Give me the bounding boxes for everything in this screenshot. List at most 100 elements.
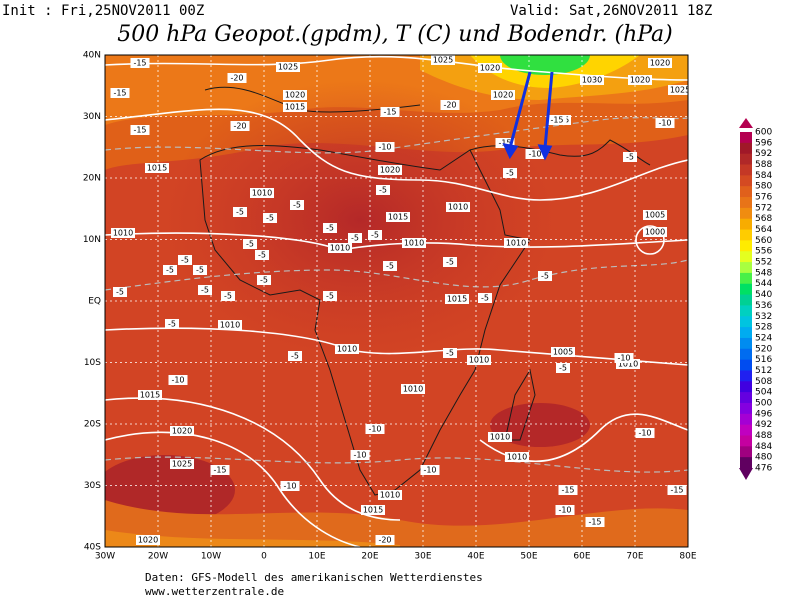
label-box	[170, 459, 194, 469]
arrow-shaft	[543, 71, 554, 149]
lon-label: 30W	[95, 552, 115, 562]
label-box	[488, 432, 512, 442]
isotherm-label: -10	[558, 506, 571, 515]
label-box	[643, 227, 667, 237]
lon-label: 20W	[148, 552, 168, 562]
isotherm-label: -5	[166, 266, 174, 275]
lat-label: 20S	[84, 420, 101, 430]
lat-label: 40S	[84, 543, 101, 553]
graticule	[105, 55, 688, 547]
isotherm-label: -15	[113, 89, 126, 98]
label-box	[383, 261, 397, 271]
isotherm-label: -5	[371, 231, 379, 240]
colorbar-segment	[740, 446, 752, 458]
isobar-label: 1005	[553, 348, 573, 357]
lat-label: EQ	[88, 297, 101, 307]
isotherm-label: -5	[386, 262, 394, 271]
label-box	[243, 239, 257, 249]
label-box	[288, 351, 302, 361]
colorbar-segment	[740, 424, 752, 436]
colorbar-segment	[740, 132, 752, 144]
label-box	[178, 255, 192, 265]
colorbar-label: 516	[755, 355, 772, 365]
lat-label: 30S	[84, 481, 101, 491]
label-box	[323, 291, 337, 301]
isotherm-label: -10	[368, 425, 381, 434]
arrow-head	[502, 143, 519, 160]
isotherm-label: -15	[670, 486, 683, 495]
lon-label: 10W	[201, 552, 221, 562]
label-box	[491, 90, 515, 100]
lat-label: 20N	[83, 174, 101, 184]
colorbar-label: 480	[755, 453, 772, 463]
lat-label: 10N	[83, 235, 101, 245]
isobar-label: 1025	[433, 56, 453, 65]
colorbar-label: 540	[755, 290, 772, 300]
label-box	[585, 517, 605, 527]
isobar-label: 1005	[645, 211, 665, 220]
label-box	[401, 384, 425, 394]
isotherm-label: -5	[196, 266, 204, 275]
isobar-label: 1015	[140, 391, 160, 400]
label-box	[614, 353, 634, 363]
isobar-label: 1015	[147, 164, 167, 173]
isotherm-label: -10	[528, 150, 541, 159]
label-box	[290, 200, 304, 210]
colorbar-segment	[740, 413, 752, 426]
arrow-shaft	[508, 71, 532, 149]
label-box	[648, 58, 672, 68]
isotherm-label: -15	[133, 126, 146, 135]
label-box	[431, 55, 455, 65]
label-box	[221, 291, 235, 301]
isotherm-label: -5	[181, 256, 189, 265]
label-box	[478, 63, 502, 73]
label-box	[443, 348, 457, 358]
colorbar-segment	[740, 153, 752, 166]
colorbar-label: 532	[755, 312, 772, 322]
colorbar-segment	[740, 348, 752, 361]
colorbar-segment	[740, 218, 752, 231]
colorbar-label: 564	[755, 225, 772, 235]
isobar-label: 1015	[447, 295, 467, 304]
isotherm-label: -5	[326, 224, 334, 233]
site-url: www.wetterzentrale.de	[145, 585, 284, 598]
isobar-label: 1000	[645, 228, 665, 237]
map-frame	[104, 54, 689, 548]
colorbar-label: 484	[755, 442, 772, 452]
isobar-label: 1010	[506, 239, 526, 248]
label-box	[635, 428, 655, 438]
label-box	[623, 152, 637, 162]
isobar-label: 1010	[252, 189, 272, 198]
isobar-label: 1025	[172, 460, 192, 469]
arrow-head	[537, 144, 553, 161]
label-box	[335, 344, 359, 354]
isotherm-label: -5	[351, 234, 359, 243]
isotherm-label: -5	[481, 294, 489, 303]
label-box	[402, 238, 426, 248]
label-box	[558, 485, 578, 495]
label-box	[368, 230, 382, 240]
label-box	[655, 118, 675, 128]
label-box	[446, 202, 470, 212]
isotherm-label: -10	[283, 482, 296, 491]
isotherm-label: -5	[446, 258, 454, 267]
label-box	[375, 535, 395, 545]
isobar-label: 1025	[670, 86, 690, 95]
isotherm-label: -10	[423, 466, 436, 475]
map-title: 500 hPa Geopot.(gpdm), T (C) und Bodendr…	[117, 22, 673, 47]
isobar-label: 1030	[582, 76, 602, 85]
africa-coast	[199, 145, 531, 496]
colorbar-label: 556	[755, 247, 772, 257]
isotherm-label: -10	[171, 376, 184, 385]
colorbar-label: 544	[755, 279, 772, 289]
isotherm-label: -5	[236, 208, 244, 217]
isobar-label: 1015	[363, 506, 383, 515]
label-box	[145, 163, 169, 173]
lon-label: 0	[261, 552, 267, 562]
field-band	[105, 455, 235, 525]
lat-label: 40N	[83, 51, 101, 61]
colorbar-cap	[739, 468, 753, 480]
lon-label: 40E	[467, 552, 484, 562]
lat-label: 10S	[84, 358, 101, 368]
